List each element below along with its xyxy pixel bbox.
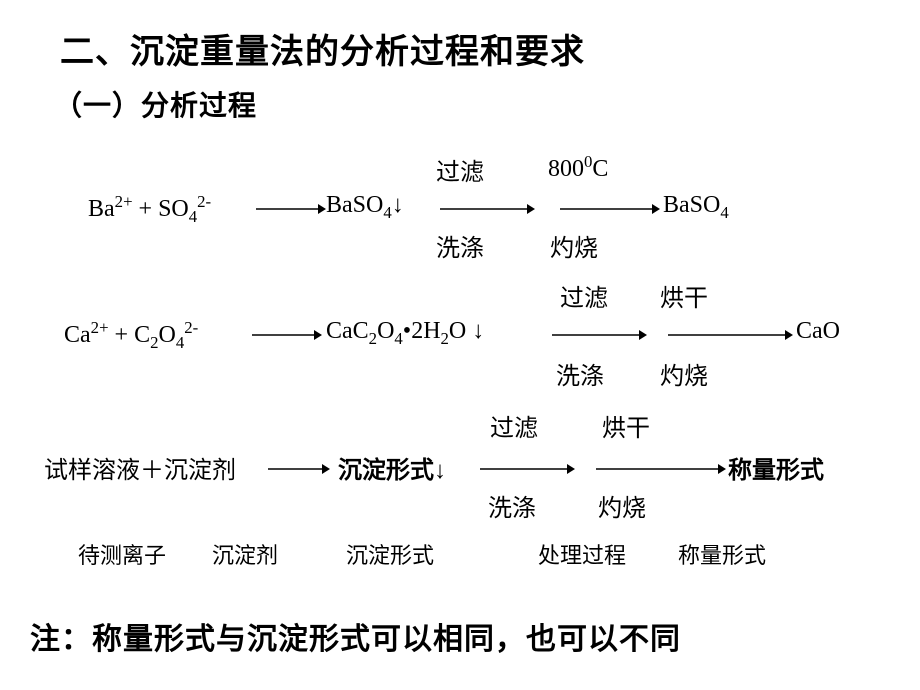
row2-bot1: 洗涤 bbox=[556, 356, 604, 391]
row2-top1: 过滤 bbox=[560, 278, 608, 313]
row2-weigh: CaO bbox=[796, 318, 840, 345]
row3-weigh: 称量形式 bbox=[728, 450, 824, 485]
row3-top1: 过滤 bbox=[490, 408, 538, 443]
label-process: 处理过程 bbox=[538, 538, 626, 570]
row1-arrow1 bbox=[256, 202, 326, 216]
main-title: 二、沉淀重量法的分析过程和要求 bbox=[60, 24, 585, 73]
row2-arrow3 bbox=[668, 328, 793, 342]
row1-arrow2 bbox=[440, 202, 535, 216]
row3-bot1: 洗涤 bbox=[488, 488, 536, 523]
row3-arrow1 bbox=[268, 462, 330, 476]
row1-arrow3 bbox=[560, 202, 660, 216]
row3-reactants: 试样溶液＋沉淀剂 bbox=[44, 450, 236, 485]
footnote: 注：称量形式与沉淀形式可以相同，也可以不同 bbox=[30, 614, 681, 658]
label-ion: 待测离子 bbox=[78, 538, 166, 570]
row1-weigh: BaSO4 bbox=[663, 192, 729, 223]
row1-precipitate: BaSO4↓ bbox=[326, 192, 404, 223]
subtitle: （一）分析过程 bbox=[54, 84, 257, 124]
row3-arrow3 bbox=[596, 462, 726, 476]
row1-bot2: 灼烧 bbox=[550, 228, 598, 263]
row2-arrow2 bbox=[552, 328, 647, 342]
row3-bot2: 灼烧 bbox=[598, 488, 646, 523]
row1-top2: 8000C bbox=[548, 152, 608, 183]
row2-reactants: Ca2+ + C2O42- bbox=[64, 318, 198, 353]
row1-bot1: 洗涤 bbox=[436, 228, 484, 263]
row1-reactants: Ba2+ + SO42- bbox=[88, 192, 211, 227]
row2-bot2: 灼烧 bbox=[660, 356, 708, 391]
label-precip-form: 沉淀形式 bbox=[346, 538, 434, 570]
row3-arrow2 bbox=[480, 462, 575, 476]
label-weigh-form: 称量形式 bbox=[678, 538, 766, 570]
row2-arrow1 bbox=[252, 328, 322, 342]
row3-top2: 烘干 bbox=[602, 408, 650, 443]
row3-precipitate: 沉淀形式↓ bbox=[338, 450, 446, 485]
row1-top1: 过滤 bbox=[436, 152, 484, 187]
label-reagent: 沉淀剂 bbox=[212, 538, 278, 570]
row2-precipitate: CaC2O4•2H2O ↓ bbox=[326, 318, 484, 349]
row2-top2: 烘干 bbox=[660, 278, 708, 313]
